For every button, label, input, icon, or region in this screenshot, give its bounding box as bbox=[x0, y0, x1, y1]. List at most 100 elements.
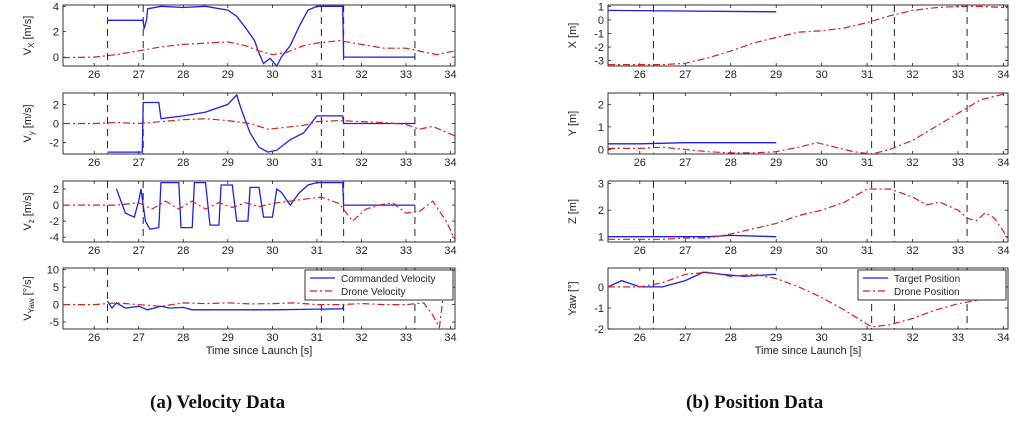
x-tick-label: 32 bbox=[355, 157, 367, 169]
y-axis-label-sub: X bbox=[27, 42, 36, 48]
series-line-drone bbox=[63, 118, 455, 137]
y-tick-label: 4 bbox=[53, 1, 59, 13]
y-tick-label: 2 bbox=[53, 184, 59, 196]
x-tick-label: 27 bbox=[679, 245, 691, 257]
y-tick-label: 1 bbox=[598, 232, 604, 244]
series-line-commanded bbox=[107, 93, 415, 153]
y-tick-label: 0 bbox=[53, 300, 59, 312]
x-tick-label: 26 bbox=[88, 245, 100, 257]
x-tick-label: 27 bbox=[133, 69, 145, 81]
plot-frame bbox=[607, 180, 1009, 243]
x-tick-label: 28 bbox=[177, 157, 189, 169]
legend-label: Drone Velocity bbox=[341, 287, 405, 298]
x-tick-label: 34 bbox=[444, 332, 456, 344]
plot-frame bbox=[62, 4, 456, 67]
y-axis-label-sub: z bbox=[27, 219, 36, 223]
x-tick-label: 29 bbox=[222, 69, 234, 81]
plot-frame bbox=[607, 4, 1009, 67]
subplot-left-4: 26 27 28 29 30 31 32 33 34 -5 0 5 10 VYaw [°/s] Time s… bbox=[22, 265, 457, 357]
x-tick-label: 26 bbox=[88, 332, 100, 344]
x-tick-label: 29 bbox=[222, 332, 234, 344]
x-tick-label: 27 bbox=[133, 332, 145, 344]
x-tick-label: 32 bbox=[355, 69, 367, 81]
y-axis-label-main: Z [m] bbox=[567, 199, 579, 224]
x-tick-label: 29 bbox=[770, 332, 782, 344]
y-tick-label: 1 bbox=[598, 1, 604, 13]
x-tick-label: 33 bbox=[952, 245, 964, 257]
subplot-left-1: 26 27 28 29 30 31 32 33 34 0 2 4 VX [m/s] bbox=[22, 1, 457, 81]
x-tick-label: 34 bbox=[997, 332, 1009, 344]
series-line-commanded bbox=[106, 300, 345, 311]
y-axis-label-sub: Yaw bbox=[27, 298, 36, 313]
y-tick-label: 2 bbox=[53, 27, 59, 39]
x-tick-label: 27 bbox=[133, 245, 145, 257]
legend-box bbox=[857, 269, 1007, 301]
x-tick-label: 26 bbox=[634, 332, 646, 344]
x-tick-label: 32 bbox=[906, 157, 918, 169]
y-axis-label-unit: [m/s] bbox=[22, 192, 34, 219]
x-tick-label: 28 bbox=[177, 332, 189, 344]
y-axis-label: X [m] bbox=[567, 23, 579, 49]
series-line-drone bbox=[608, 271, 1008, 328]
y-axis-label-main: V bbox=[22, 223, 34, 231]
x-tick-label: 33 bbox=[400, 157, 412, 169]
x-tick-label: 26 bbox=[88, 69, 100, 81]
x-tick-label: 26 bbox=[88, 157, 100, 169]
x-tick-label: 30 bbox=[266, 332, 278, 344]
y-axis-label-unit: [m/s] bbox=[22, 104, 34, 131]
x-tick-label: 29 bbox=[770, 69, 782, 81]
y-axis-label-main: V bbox=[22, 135, 34, 143]
x-tick-label: 30 bbox=[266, 245, 278, 257]
x-tick-label: 30 bbox=[816, 69, 828, 81]
x-tick-label: 27 bbox=[679, 157, 691, 169]
x-tick-label: 30 bbox=[816, 157, 828, 169]
y-tick-label: 2 bbox=[598, 205, 604, 217]
y-axis-label: Vz [m/s] bbox=[22, 192, 36, 230]
x-tick-label: 30 bbox=[266, 69, 278, 81]
y-axis-label: Vy [m/s] bbox=[22, 104, 36, 142]
x-tick-label: 32 bbox=[906, 332, 918, 344]
y-axis-label-main: X [m] bbox=[567, 23, 579, 49]
series-line-commanded bbox=[115, 181, 415, 230]
y-tick-label: 5 bbox=[53, 282, 59, 294]
y-axis-label-unit: [m/s] bbox=[22, 16, 34, 43]
series-line-drone bbox=[63, 39, 455, 59]
x-tick-label: 30 bbox=[816, 332, 828, 344]
x-tick-label: 32 bbox=[906, 69, 918, 81]
y-axis-label-main: Y [m] bbox=[567, 111, 579, 136]
y-axis-label: Z [m] bbox=[567, 199, 579, 224]
y-axis-label-sub: y bbox=[27, 131, 36, 135]
y-tick-label: -2 bbox=[49, 138, 59, 150]
y-tick-label: 2 bbox=[53, 99, 59, 111]
x-tick-label: 31 bbox=[311, 157, 323, 169]
x-tick-label: 33 bbox=[952, 69, 964, 81]
x-tick-label: 28 bbox=[177, 245, 189, 257]
subplot-left-2: 26 27 28 29 30 31 32 33 34 -2 0 2 Vy [m/s] bbox=[22, 92, 457, 169]
x-tick-label: 32 bbox=[355, 245, 367, 257]
x-tick-label: 29 bbox=[770, 245, 782, 257]
legend: Commanded Velocity Drone Velocity bbox=[304, 269, 454, 301]
series-line-drone bbox=[63, 269, 455, 329]
y-axis-label-main: Yaw [°] bbox=[567, 281, 579, 315]
legend-label: Target Position bbox=[894, 274, 960, 285]
x-tick-label: 34 bbox=[444, 69, 456, 81]
y-tick-label: -2 bbox=[594, 42, 604, 54]
y-tick-label: -3 bbox=[594, 56, 604, 68]
x-tick-label: 26 bbox=[634, 69, 646, 81]
y-tick-label: 3 bbox=[598, 179, 604, 191]
x-tick-label: 33 bbox=[400, 332, 412, 344]
legend-label: Drone Position bbox=[894, 287, 960, 298]
x-tick-label: 34 bbox=[997, 245, 1009, 257]
y-tick-label: -2 bbox=[49, 216, 59, 228]
x-tick-label: 31 bbox=[311, 332, 323, 344]
y-axis-label: Yaw [°] bbox=[567, 281, 579, 315]
series-line-commanded bbox=[608, 9, 777, 13]
y-tick-label: -1 bbox=[594, 303, 604, 315]
x-tick-label: 30 bbox=[266, 157, 278, 169]
y-axis-label: VX [m/s] bbox=[22, 16, 36, 56]
y-tick-label: 0 bbox=[598, 144, 604, 156]
y-axis-label-unit: [°/s] bbox=[22, 276, 34, 298]
series-line-drone bbox=[63, 196, 455, 240]
y-tick-label: 2 bbox=[598, 99, 604, 111]
subplot-right-4: 26 27 28 29 30 31 32 33 34 -2 -1 0 Yaw [°] Time since… bbox=[567, 267, 1010, 357]
